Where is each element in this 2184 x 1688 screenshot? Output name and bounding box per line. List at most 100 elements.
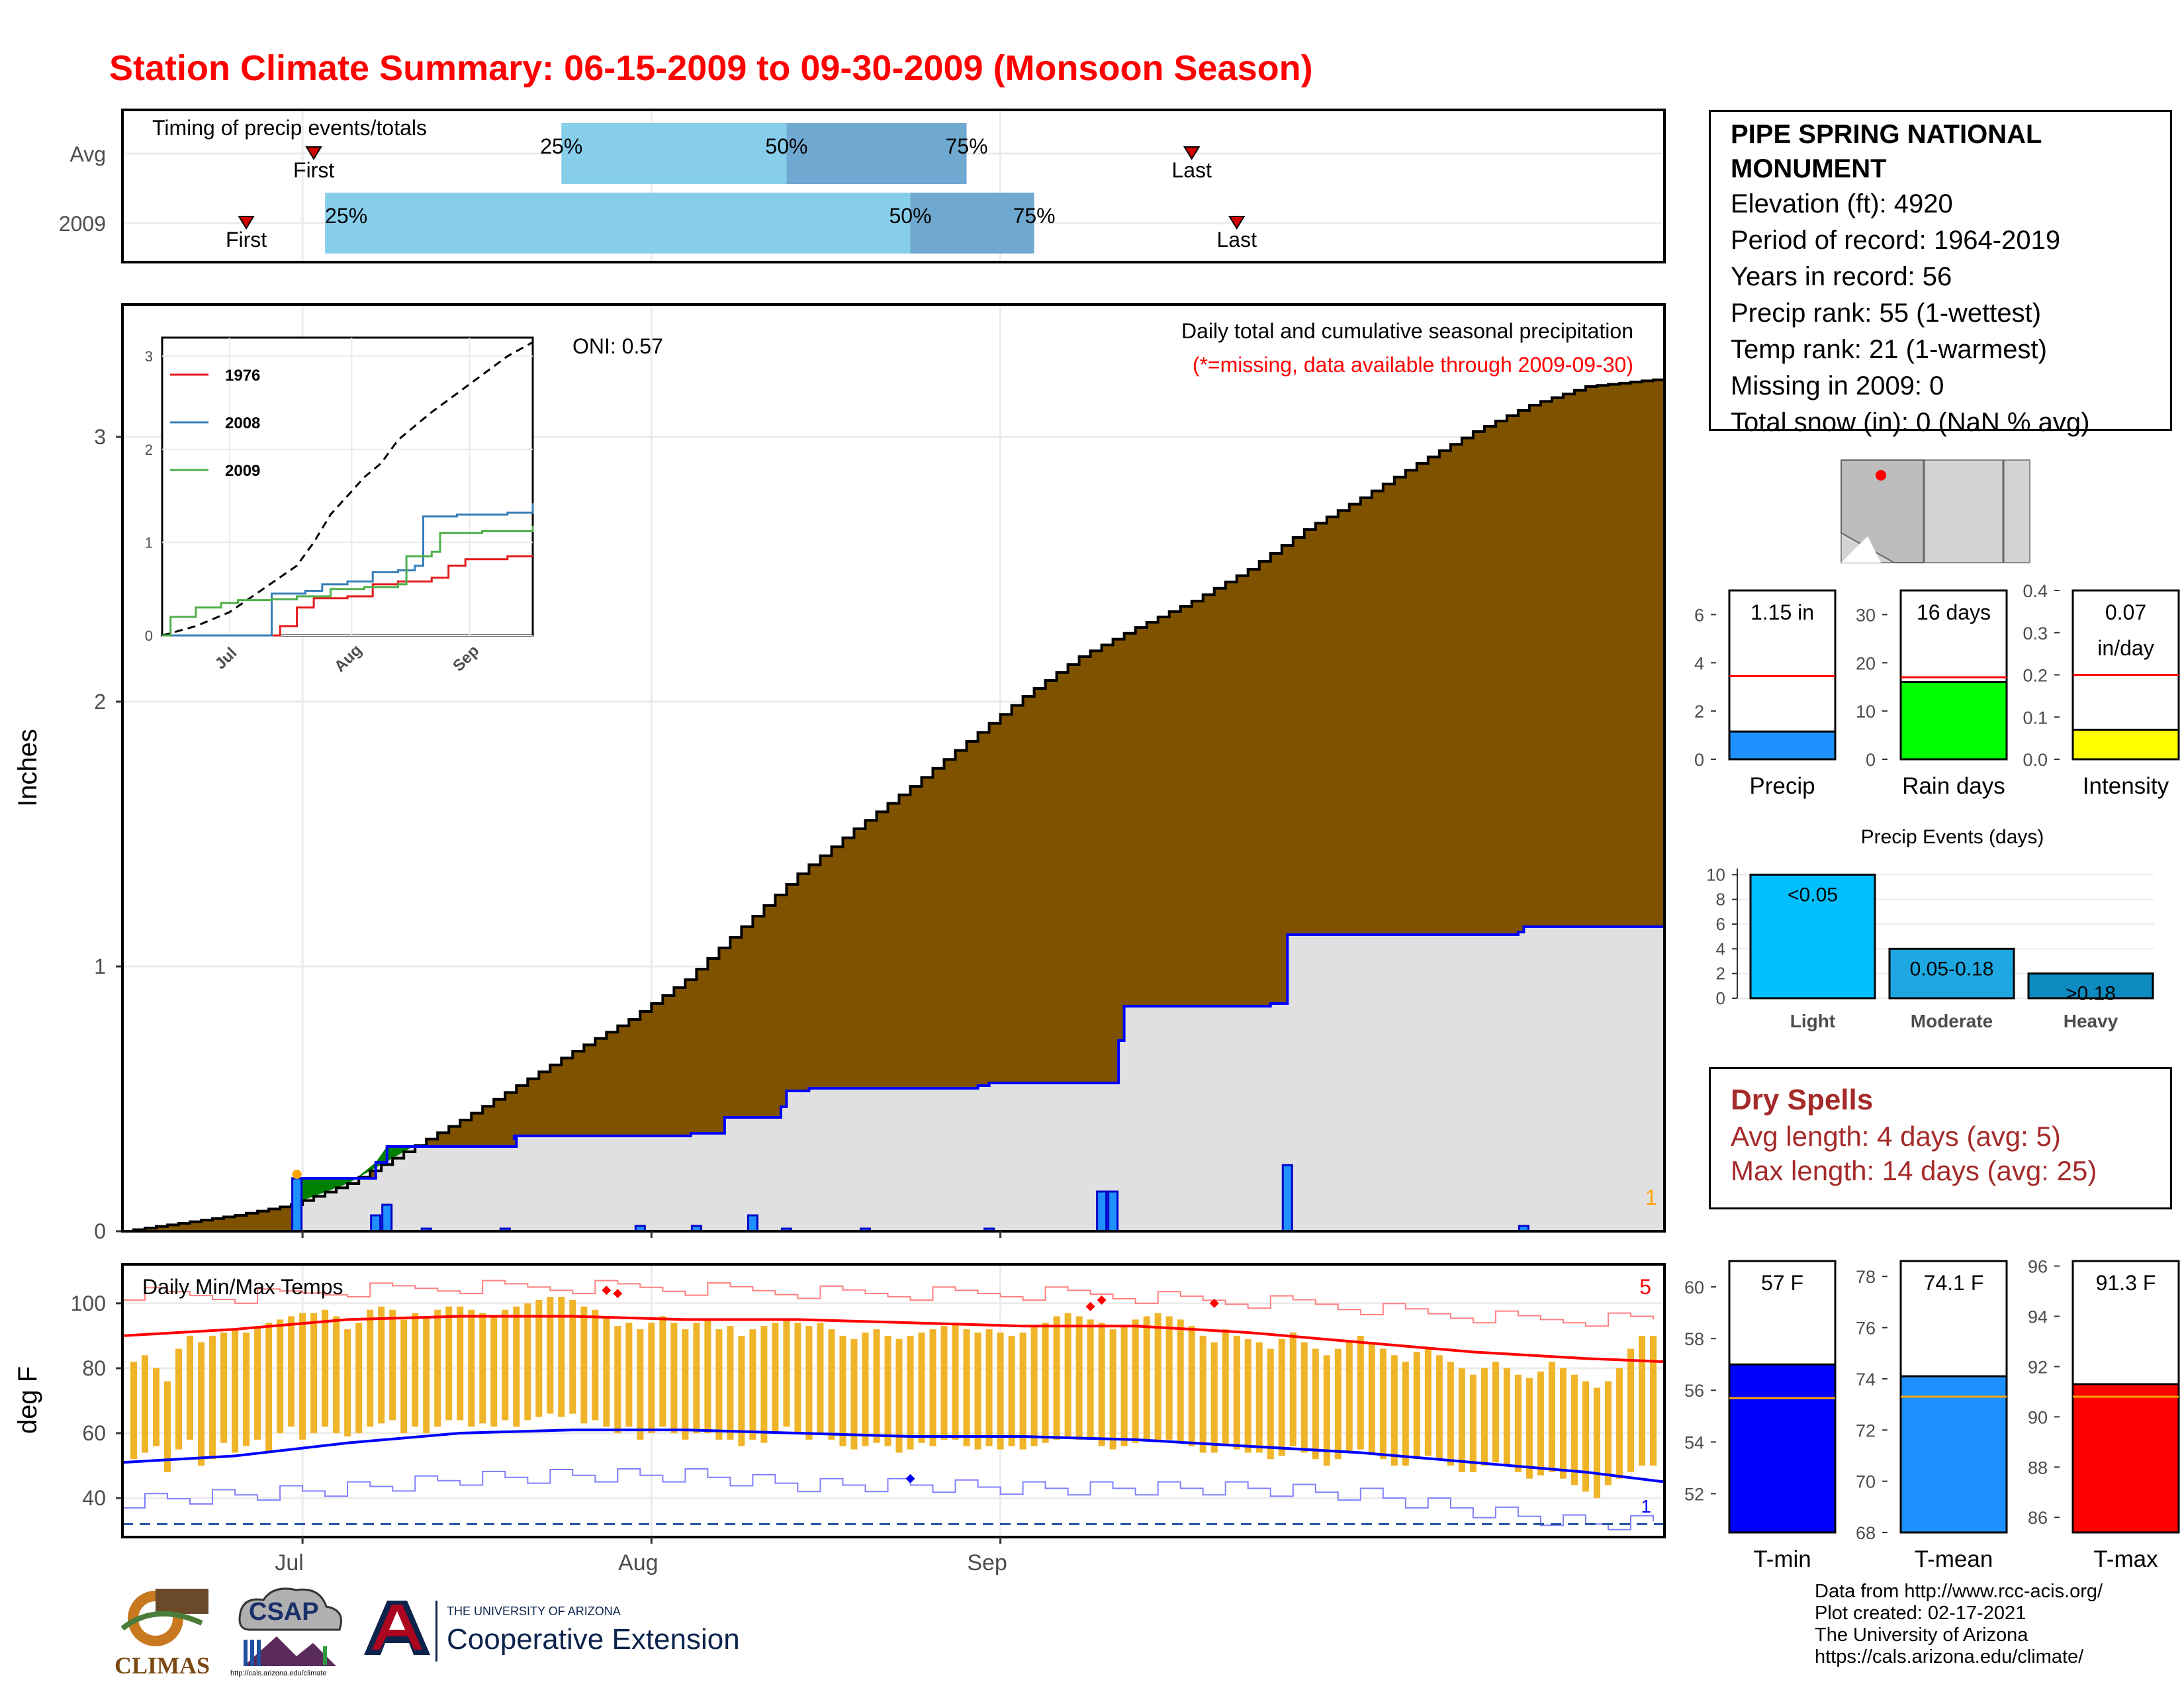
daily-temp-range-bar <box>445 1306 453 1421</box>
smallbar-ytick-label: 78 <box>1856 1267 1876 1287</box>
events-category-label: Light <box>1790 1011 1835 1031</box>
daily-temp-range-bar <box>929 1329 936 1446</box>
daily-temp-range-bar <box>1537 1371 1544 1476</box>
smallbar-ytick-label: 76 <box>1856 1319 1876 1338</box>
daily-temp-range-bar <box>862 1333 869 1446</box>
events-bar-light <box>1749 873 1876 1000</box>
daily-temp-range-bar <box>1593 1387 1600 1499</box>
timeline-label-50: 50% <box>889 204 931 228</box>
daily-temp-range-bar <box>738 1335 745 1446</box>
daily-temp-range-bar <box>153 1368 160 1446</box>
daily-temp-range-bar <box>1244 1338 1251 1453</box>
daily-temp-range-bar <box>682 1329 689 1440</box>
daily-temp-range-bar <box>130 1362 138 1460</box>
temp-ylabel: deg F <box>13 1366 42 1434</box>
daily-temp-range-bar <box>310 1313 318 1434</box>
station-precip-rank: Precip rank: 55 (1-wettest) <box>1731 299 2042 328</box>
daily-temp-range-bar <box>828 1329 835 1440</box>
daily-temp-range-bar <box>1514 1374 1522 1472</box>
dry-spells-avg: Avg length: 4 days (avg: 5) <box>1731 1121 2061 1152</box>
timeline-first-label: First <box>226 228 267 252</box>
station-missing: Missing in 2009: 0 <box>1731 371 1944 400</box>
daily-temp-range-bar <box>1638 1335 1645 1466</box>
smallbar-ytick-label: 72 <box>1856 1421 1876 1440</box>
daily-temp-range-bar <box>952 1323 959 1440</box>
daily-temp-range-bar <box>1300 1342 1308 1453</box>
events-bar-label: <0.05 <box>1788 884 1838 906</box>
timeline-bar-50-75 <box>786 123 967 184</box>
daily-temp-range-bar <box>1210 1342 1218 1453</box>
events-ytick-label: 10 <box>1706 865 1725 884</box>
daily-temp-range-bar <box>265 1323 273 1453</box>
daily-temp-range-bar <box>614 1326 621 1434</box>
daily-precip-bar <box>370 1214 382 1233</box>
daily-temp-range-bar <box>198 1342 205 1466</box>
daily-temp-range-bar <box>400 1319 408 1434</box>
daily-temp-range-bar <box>907 1335 914 1450</box>
events-bar-heavy <box>2027 972 2154 1000</box>
daily-temp-range-bar <box>1267 1348 1274 1460</box>
daily-temp-range-bar <box>1548 1362 1555 1472</box>
record-min-line <box>122 1468 1654 1530</box>
events-title: Precip Events (days) <box>1861 826 2044 848</box>
station-temp-rank: Temp rank: 21 (1-warmest) <box>1731 335 2047 364</box>
daily-temp-range-bar <box>412 1313 419 1427</box>
daily-temp-range-bar <box>479 1313 486 1424</box>
ua-logo-divider <box>435 1601 437 1662</box>
daily-temp-range-bar <box>1255 1342 1263 1453</box>
events-ytick-label: 4 <box>1716 939 1725 959</box>
smallbar-title: Precip <box>1749 773 1815 799</box>
daily-temp-range-bar <box>1570 1374 1578 1485</box>
timeline-last-marker <box>1183 146 1201 160</box>
events-bar-moderate <box>1888 947 2015 1000</box>
daily-precip-bar <box>291 1177 303 1233</box>
events-ytick-label: 8 <box>1716 890 1725 910</box>
events-bar-label: >0.18 <box>2066 983 2116 1005</box>
daily-temp-range-bar <box>1345 1342 1353 1453</box>
daily-temp-range-bar <box>749 1329 756 1440</box>
temp-title: Daily Min/Max Temps <box>142 1275 343 1299</box>
timeline-label-25: 25% <box>325 204 367 228</box>
daily-temp-range-bar <box>1064 1313 1071 1436</box>
daily-temp-range-bar <box>985 1329 993 1446</box>
ua-a-icon <box>364 1601 430 1655</box>
daily-temp-range-bar <box>1177 1319 1184 1443</box>
ua-logo-small: THE UNIVERSITY OF ARIZONA <box>447 1605 621 1618</box>
csap-logo-text: CSAP <box>249 1598 319 1626</box>
daily-temp-range-bar <box>895 1338 903 1453</box>
daily-temp-range-bar <box>187 1335 194 1440</box>
record-low-marker <box>905 1474 915 1483</box>
record-max-line <box>122 1280 1654 1327</box>
daily-temp-range-bar <box>378 1306 385 1424</box>
daily-temp-range-bar <box>997 1333 1004 1450</box>
record-high-marker <box>602 1286 612 1295</box>
daily-temp-range-bar <box>209 1335 216 1460</box>
daily-temp-range-bar <box>1582 1381 1589 1492</box>
daily-temp-range-bar <box>1087 1319 1094 1440</box>
daily-temp-range-bar <box>1154 1313 1161 1440</box>
timeline-last-label: Last <box>1171 158 1212 182</box>
daily-temp-range-bar <box>1413 1352 1420 1460</box>
smallbar-ytick-label: 52 <box>1684 1484 1704 1504</box>
smallbar-value-intensity <box>2071 728 2180 761</box>
smallbar-ytick-label: 10 <box>1856 702 1876 722</box>
daily-temp-range-bar <box>659 1316 666 1427</box>
daily-temp-range-bar <box>288 1316 295 1427</box>
daily-temp-range-bar <box>502 1309 509 1421</box>
smallbar-ytick-label: 94 <box>2028 1307 2048 1327</box>
climas-logo-text: CLIMAS <box>114 1652 210 1679</box>
daily-temp-range-bar <box>1402 1362 1409 1466</box>
daily-temp-range-bar <box>1357 1335 1364 1450</box>
daily-temp-range-bar <box>1165 1316 1173 1440</box>
daily-temp-range-bar <box>344 1329 351 1436</box>
daily-temp-range-bar <box>1075 1316 1083 1440</box>
daily-temp-range-bar <box>547 1297 554 1414</box>
daily-temp-range-bar <box>569 1299 576 1414</box>
footer-data-source: Data from http://www.rcc-acis.org/ <box>1815 1581 2103 1602</box>
events-ytick-label: 6 <box>1716 914 1725 934</box>
daily-temp-range-bar <box>625 1323 633 1427</box>
station-elevation: Elevation (ft): 4920 <box>1731 189 1953 218</box>
smallbar-ytick-label: 54 <box>1684 1432 1704 1452</box>
timeline-last-label: Last <box>1216 228 1257 252</box>
